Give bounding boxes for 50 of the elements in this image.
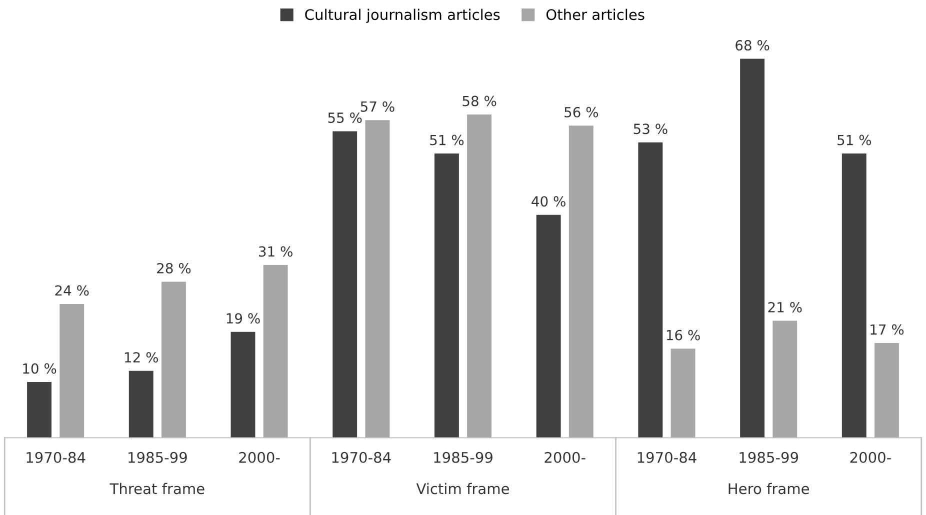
- data-label: 51 %: [430, 134, 464, 146]
- bar: [434, 154, 459, 438]
- bar: [230, 332, 256, 438]
- bar: [842, 154, 866, 438]
- legend-label: Other articles: [546, 8, 644, 20]
- data-label: 56 %: [564, 106, 598, 118]
- data-label: 10 %: [23, 363, 56, 374]
- text: Hero frame: [728, 482, 810, 494]
- bar: [638, 142, 663, 438]
- data-label: 21 %: [768, 302, 802, 312]
- data-label: 24 %: [55, 285, 89, 296]
- data-label: 28 %: [157, 262, 191, 274]
- data-label: 16 %: [666, 330, 700, 340]
- x-tick-label: 2000-: [850, 452, 891, 463]
- bar: [365, 120, 390, 438]
- data-label: 53 %: [634, 124, 668, 134]
- data-label: 31 %: [258, 246, 292, 257]
- x-tick-label: 1985-99: [434, 452, 492, 463]
- x-tick-label: 1985-99: [128, 452, 187, 463]
- bar: [874, 343, 899, 438]
- data-label: 12 %: [125, 352, 158, 363]
- x-tick-label: 1970-84: [26, 452, 86, 463]
- data-label: 55 %: [328, 112, 362, 123]
- bar: [161, 282, 186, 438]
- bar: [263, 264, 288, 438]
- data-label: 51 %: [838, 134, 872, 146]
- legend-label: Cultural journalism articles: [305, 8, 500, 23]
- bar: [467, 114, 492, 438]
- x-tick-label: 2000-: [544, 452, 586, 463]
- data-label: 19 %: [226, 313, 260, 324]
- data-label: 68 %: [736, 40, 770, 51]
- x-tick-label: 2000-: [239, 452, 280, 463]
- bar: [772, 320, 798, 438]
- data-label: 58 %: [462, 96, 496, 106]
- bar: [332, 131, 358, 438]
- data-label: 17 %: [870, 324, 904, 335]
- bar: [670, 348, 696, 438]
- bar: [128, 370, 154, 438]
- bar: [740, 58, 765, 438]
- bar: [27, 382, 52, 438]
- text: Threat frame: [110, 482, 204, 494]
- x-tick-label: 1970-84: [332, 452, 391, 463]
- x-tick-label: 1970-84: [638, 452, 696, 463]
- bar: [60, 304, 84, 438]
- data-label: 57 %: [360, 101, 394, 112]
- data-label: 40 %: [532, 196, 566, 207]
- bar: [536, 214, 561, 438]
- bar: [568, 126, 594, 438]
- x-tick-label: 1985-99: [740, 452, 798, 463]
- text: Victim frame: [416, 482, 510, 494]
